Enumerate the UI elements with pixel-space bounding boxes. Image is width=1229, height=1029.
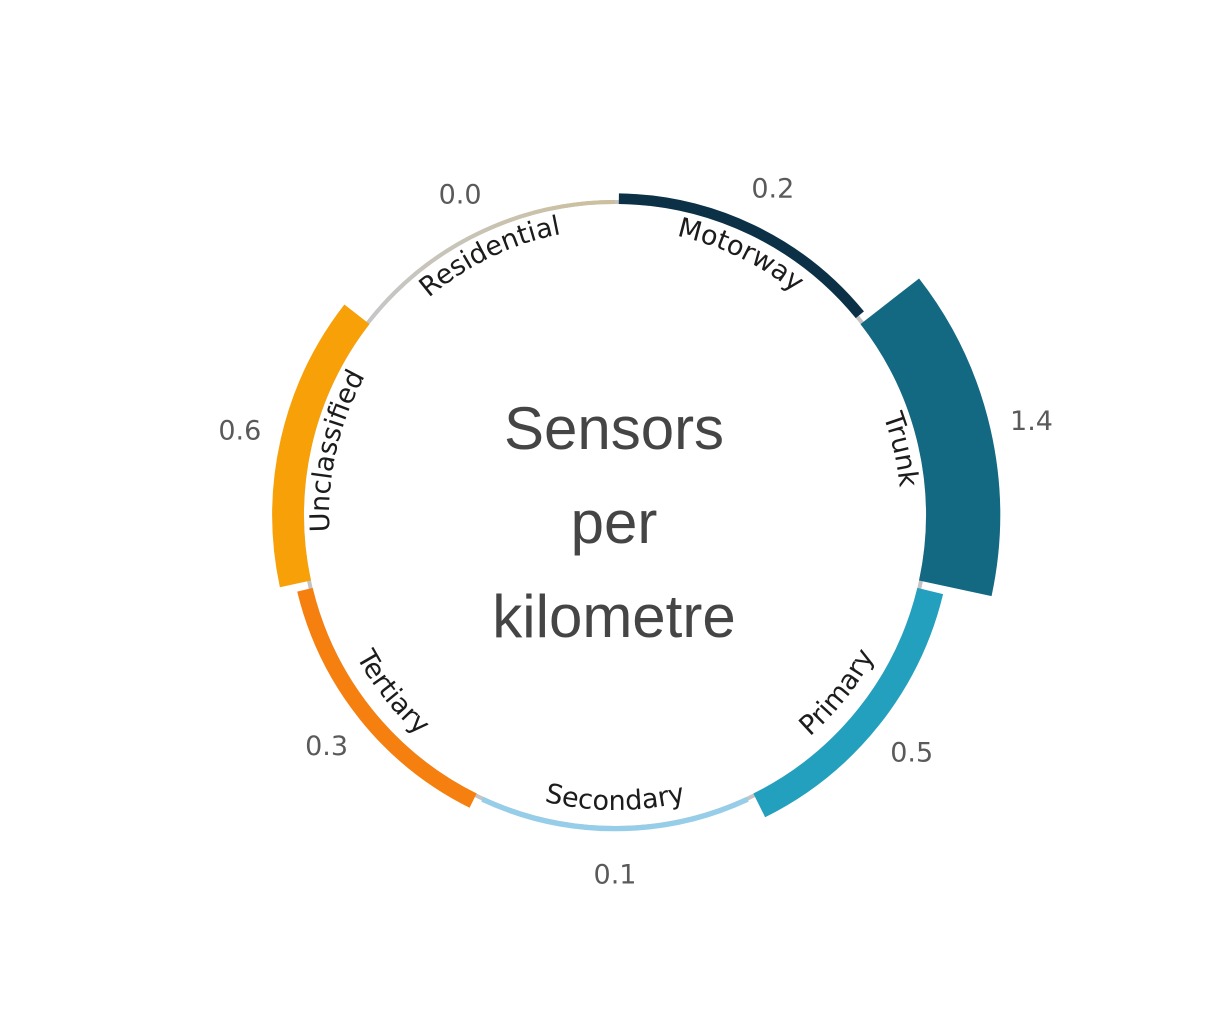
value-label-tertiary: 0.3 xyxy=(305,731,348,762)
value-label-primary: 0.5 xyxy=(890,738,933,769)
value-label-residential: 0.0 xyxy=(439,179,482,210)
bar-motorway xyxy=(618,193,864,319)
value-label-unclassified: 0.6 xyxy=(218,415,261,446)
bar-unclassified xyxy=(272,304,370,588)
value-label-trunk: 1.4 xyxy=(1010,406,1053,437)
bar-primary xyxy=(753,587,944,818)
bar-secondary xyxy=(481,796,749,832)
value-label-secondary: 0.1 xyxy=(594,859,637,890)
center-title: Sensors per kilometre xyxy=(414,382,814,664)
center-title-line-2: per xyxy=(570,489,658,556)
value-label-motorway: 0.2 xyxy=(751,173,794,204)
category-label-text-secondary: Secondary xyxy=(543,778,688,817)
center-title-line-3: kilometre xyxy=(492,583,736,650)
residential-gradient-arc xyxy=(368,200,616,322)
bar-tertiary xyxy=(297,587,477,808)
center-title-line-1: Sensors xyxy=(503,395,725,462)
bar-trunk xyxy=(860,278,1001,597)
category-label-secondary: Secondary xyxy=(543,778,688,817)
